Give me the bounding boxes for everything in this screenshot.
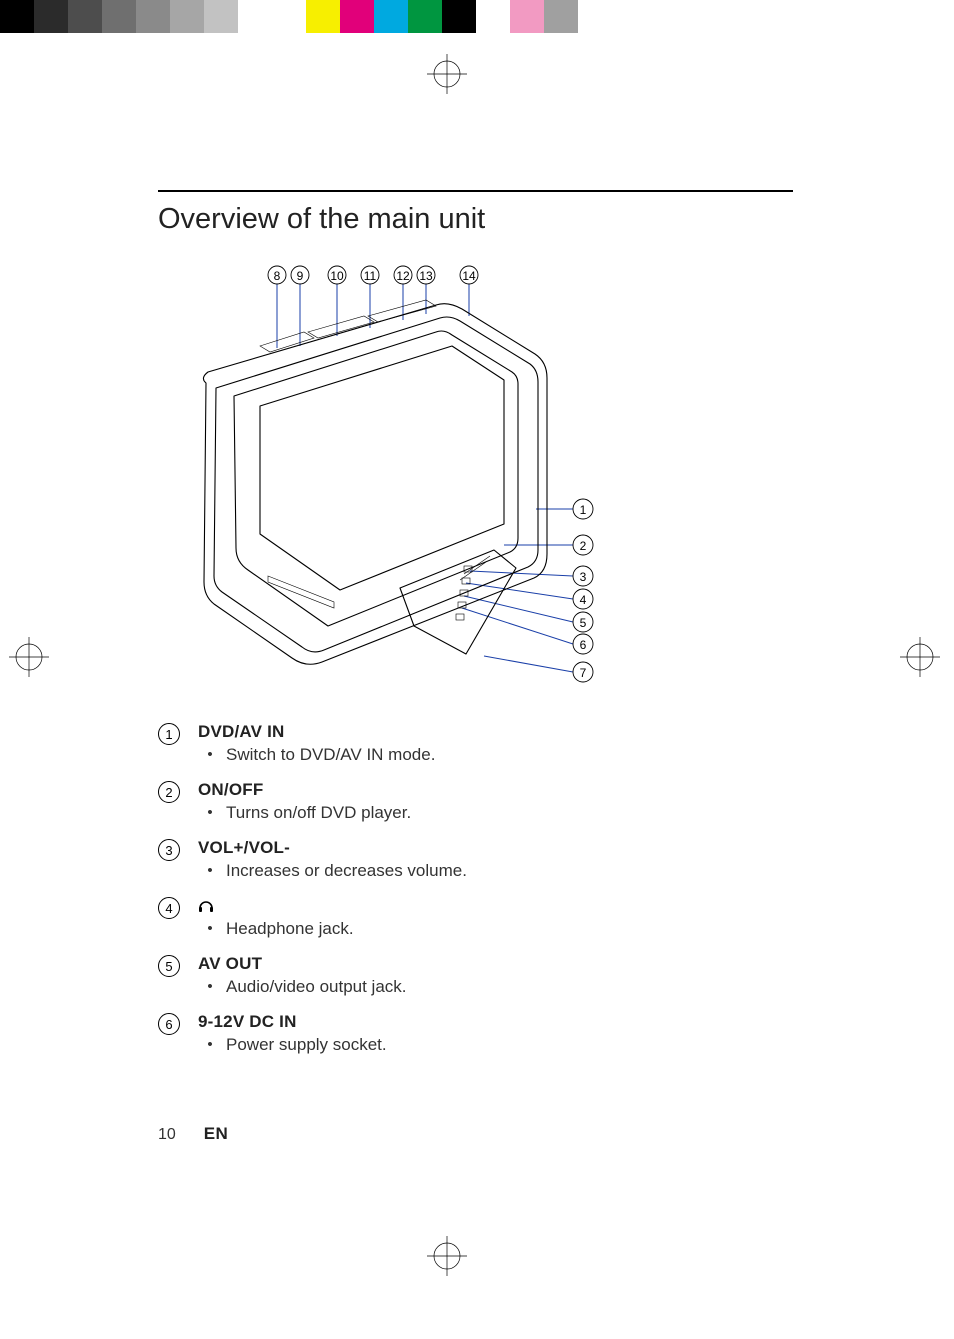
callout-number: 12 — [396, 269, 410, 283]
legend-number: 6 — [158, 1013, 180, 1035]
bullet-text: Audio/video output jack. — [226, 976, 407, 998]
leader-line — [464, 596, 573, 622]
bullet-text: Power supply socket. — [226, 1034, 387, 1056]
legend-title: AV OUT — [198, 954, 798, 974]
legend-title: 9-12V DC IN — [198, 1012, 798, 1032]
bullet-dot: • — [198, 976, 222, 998]
legend-title: ON/OFF — [198, 780, 798, 800]
device-illustration — [203, 300, 547, 664]
color-swatch — [374, 0, 408, 33]
callout-number: 14 — [462, 269, 476, 283]
callout-legend: 1DVD/AV IN•Switch to DVD/AV IN mode.2ON/… — [158, 722, 798, 1070]
color-swatch — [34, 0, 68, 33]
headphone-icon — [198, 899, 214, 913]
legend-bullet: •Audio/video output jack. — [198, 976, 798, 998]
page-heading: Overview of the main unit — [158, 203, 485, 236]
callout-number: 10 — [330, 269, 344, 283]
legend-body: AV OUT•Audio/video output jack. — [198, 954, 798, 998]
color-swatch — [0, 0, 34, 33]
color-swatch — [442, 0, 476, 33]
callout-number: 3 — [580, 570, 587, 584]
legend-item-1: 1 DVD/AV IN•Switch to DVD/AV IN mode. — [158, 722, 798, 766]
bullet-text: Switch to DVD/AV IN mode. — [226, 744, 435, 766]
legend-number: 1 — [158, 723, 180, 745]
color-swatch — [170, 0, 204, 33]
callout-number: 2 — [580, 539, 587, 553]
color-swatch — [510, 0, 544, 33]
color-swatch — [408, 0, 442, 33]
bullet-dot: • — [198, 918, 222, 940]
bullet-text: Increases or decreases volume. — [226, 860, 467, 882]
legend-body: DVD/AV IN•Switch to DVD/AV IN mode. — [198, 722, 798, 766]
legend-bullet: •Power supply socket. — [198, 1034, 798, 1056]
legend-bullet: •Turns on/off DVD player. — [198, 802, 798, 824]
legend-number: 5 — [158, 955, 180, 977]
callout-number: 11 — [364, 269, 377, 283]
page-footer: 10 EN — [158, 1124, 228, 1144]
legend-item-3: 3 VOL+/VOL-•Increases or decreases volume… — [158, 838, 798, 882]
leader-line — [484, 656, 573, 672]
device-diagram: 891011121314 1234567 — [164, 256, 616, 688]
bullet-dot: • — [198, 802, 222, 824]
legend-number: 4 — [158, 897, 180, 919]
legend-item-2: 2 ON/OFF•Turns on/off DVD player. — [158, 780, 798, 824]
registration-mark-top — [427, 54, 467, 94]
callout-number: 1 — [580, 503, 587, 517]
legend-body: VOL+/VOL-•Increases or decreases volume. — [198, 838, 798, 882]
page-language: EN — [204, 1124, 228, 1144]
leader-line — [470, 571, 573, 576]
legend-number: 2 — [158, 781, 180, 803]
legend-item-6: 6 9-12V DC IN•Power supply socket. — [158, 1012, 798, 1056]
printer-color-bar — [0, 0, 954, 33]
legend-title: DVD/AV IN — [198, 722, 798, 742]
color-swatch — [306, 0, 340, 33]
bullet-text: Headphone jack. — [226, 918, 354, 940]
bullet-dot: • — [198, 1034, 222, 1056]
color-swatch — [578, 0, 612, 33]
legend-item-5: 5 AV OUT•Audio/video output jack. — [158, 954, 798, 998]
color-swatch — [544, 0, 578, 33]
heading-rule — [158, 190, 793, 192]
color-swatch — [476, 0, 510, 33]
legend-title — [198, 896, 798, 916]
leader-line — [462, 608, 573, 644]
legend-bullet: •Switch to DVD/AV IN mode. — [198, 744, 798, 766]
callout-number: 5 — [580, 616, 587, 630]
legend-item-4: 4 •Headphone jack. — [158, 896, 798, 940]
color-swatch — [204, 0, 238, 33]
color-swatch — [136, 0, 170, 33]
legend-body: •Headphone jack. — [198, 896, 798, 940]
callout-number: 13 — [419, 269, 433, 283]
legend-body: 9-12V DC IN•Power supply socket. — [198, 1012, 798, 1056]
legend-bullet: •Increases or decreases volume. — [198, 860, 798, 882]
bullet-text: Turns on/off DVD player. — [226, 802, 411, 824]
legend-title: VOL+/VOL- — [198, 838, 798, 858]
legend-body: ON/OFF•Turns on/off DVD player. — [198, 780, 798, 824]
callout-number: 4 — [580, 593, 587, 607]
legend-number: 3 — [158, 839, 180, 861]
color-swatch — [238, 0, 272, 33]
page-number: 10 — [158, 1126, 176, 1144]
bullet-dot: • — [198, 744, 222, 766]
legend-bullet: •Headphone jack. — [198, 918, 798, 940]
registration-mark-bottom — [427, 1236, 467, 1276]
bullet-dot: • — [198, 860, 222, 882]
callout-number: 7 — [580, 666, 587, 680]
registration-mark-right — [900, 637, 940, 677]
callout-number: 9 — [297, 269, 304, 283]
color-swatch — [340, 0, 374, 33]
registration-mark-left — [9, 637, 49, 677]
callout-number: 8 — [274, 269, 281, 283]
color-swatch — [102, 0, 136, 33]
color-swatch — [68, 0, 102, 33]
callout-number: 6 — [580, 638, 587, 652]
color-swatch — [272, 0, 306, 33]
